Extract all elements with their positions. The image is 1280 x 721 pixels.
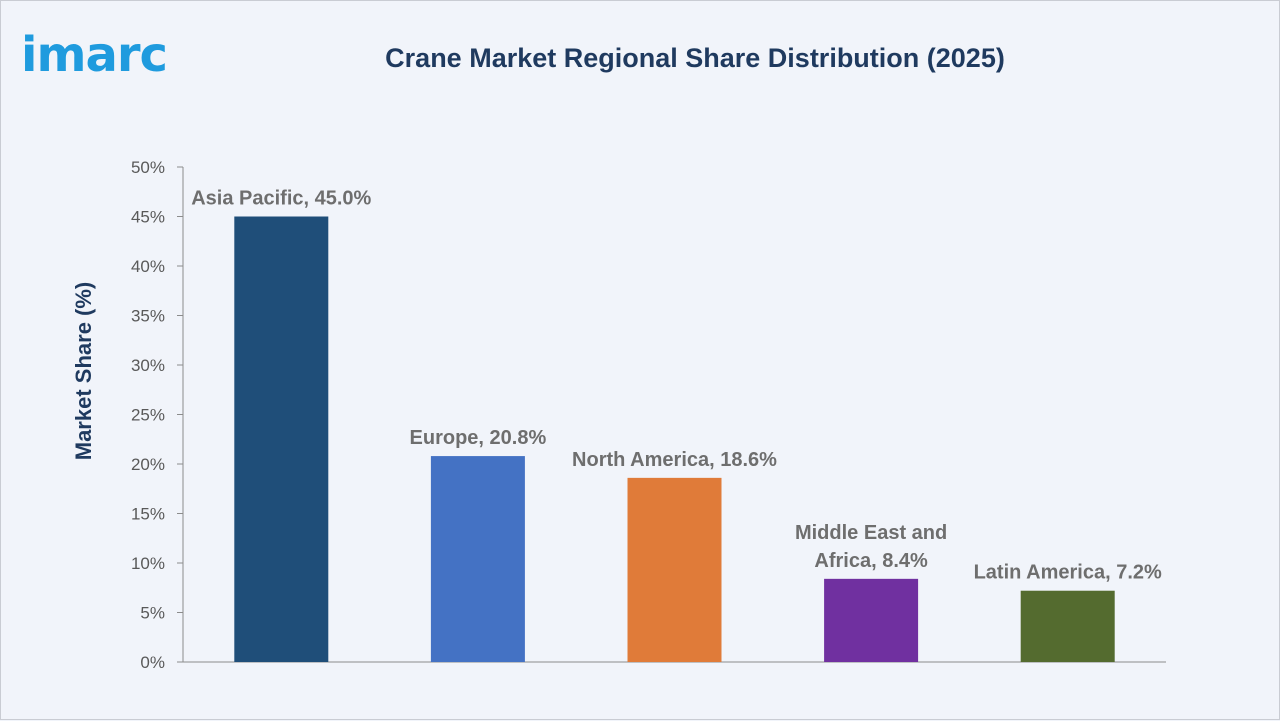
chart-bars — [234, 216, 1115, 662]
bar-latin-america — [1020, 590, 1115, 662]
y-tick-label: 25% — [131, 406, 165, 425]
y-tick-label: 35% — [131, 307, 165, 326]
bar-middle-east-and-africa — [824, 578, 919, 662]
y-tick-label: 10% — [131, 554, 165, 573]
data-label: Middle East and — [795, 522, 947, 544]
data-label: Asia Pacific, 45.0% — [191, 188, 371, 210]
y-tick-label: 15% — [131, 505, 165, 524]
y-tick-label: 20% — [131, 455, 165, 474]
data-label: North America, 18.6% — [572, 449, 777, 471]
chart-axes: 0% 5% 10% 15% 20% 25% 30% 35% 40% 45% 50% — [131, 158, 1166, 672]
bar-north-america — [627, 477, 722, 662]
y-axis-title: Market Share (%) — [71, 282, 96, 461]
chart-data-labels: Asia Pacific, 45.0% Europe, 20.8% North Am… — [191, 188, 1162, 584]
bar-europe — [430, 456, 525, 662]
data-label: Europe, 20.8% — [410, 427, 547, 449]
imarc-logo: imarc — [21, 27, 168, 83]
y-tick-label: 40% — [131, 257, 165, 276]
y-tick-label: 45% — [131, 208, 165, 227]
data-label: Latin America, 7.2% — [974, 562, 1162, 584]
chart-title: Crane Market Regional Share Distribution… — [385, 43, 1005, 73]
y-tick-label: 0% — [140, 653, 165, 672]
data-label: Africa, 8.4% — [814, 550, 928, 572]
bar-asia-pacific — [234, 216, 329, 662]
y-tick-label: 50% — [131, 158, 165, 177]
y-tick-label: 30% — [131, 356, 165, 375]
y-tick-label: 5% — [140, 604, 165, 623]
